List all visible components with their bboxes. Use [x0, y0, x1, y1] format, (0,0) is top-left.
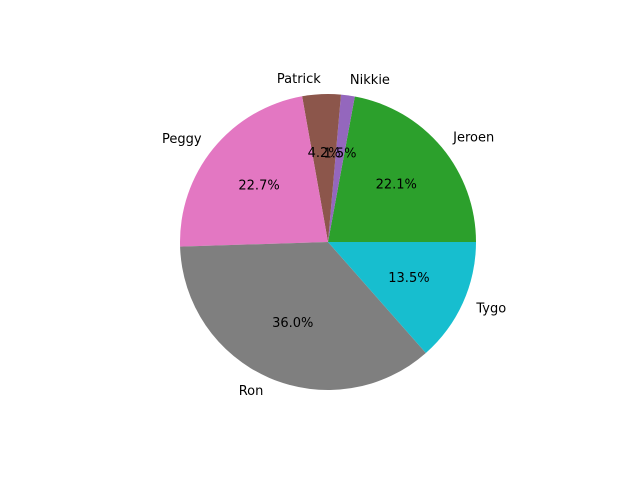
pie-slice-peggy: [179, 96, 328, 247]
slice-label-jeroen: Jeroen: [452, 130, 494, 145]
pie-slice-patrick: [302, 94, 342, 243]
slice-label-patrick: Patrick: [277, 72, 321, 87]
slice-percent-tygo: 13.5%: [388, 271, 429, 286]
pie-slice-tygo: [328, 242, 476, 354]
pie-labels: Jeroen 22.1% Nikkie 1.5% Patrick 4.2% Peggy 22.…: [162, 72, 506, 399]
slice-percent-jeroen: 22.1%: [376, 178, 417, 193]
slice-label-peggy: Peggy: [162, 132, 202, 147]
pie-slice-ron: [180, 242, 426, 390]
pie-slice-nikkie: [328, 94, 355, 242]
slice-percent-peggy: 22.7%: [238, 179, 279, 194]
slice-label-nikkie: Nikkie: [350, 73, 390, 88]
pie-slices: [179, 94, 477, 390]
slice-label-tygo: Tygo: [475, 301, 506, 316]
pie-slice-jeroen: [328, 96, 477, 243]
slice-percent-patrick: 4.2%: [308, 146, 341, 161]
slice-label-ron: Ron: [239, 384, 264, 399]
slice-percent-nikkie: 1.5%: [323, 147, 356, 162]
slice-percent-ron: 36.0%: [272, 316, 313, 331]
